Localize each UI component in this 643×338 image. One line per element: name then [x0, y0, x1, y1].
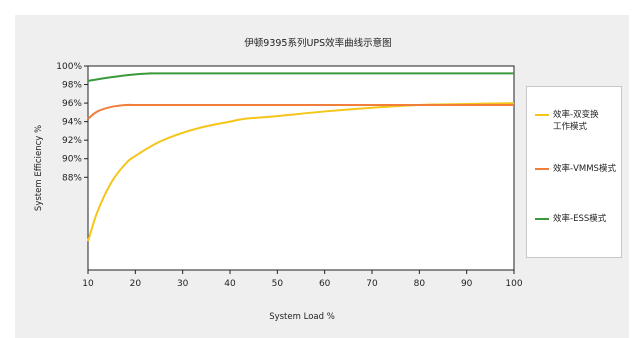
- x-tick-label: 10: [82, 279, 94, 289]
- x-tick-label: 90: [461, 279, 473, 289]
- legend: 效率-双变换 工作模式效率-VMMS模式 效率-ESS模式: [526, 86, 622, 258]
- y-tick-label: 94%: [62, 118, 82, 128]
- series-line-3: [87, 72, 514, 82]
- y-tick-label: 98%: [62, 81, 82, 91]
- y-tick-label: 88%: [62, 173, 82, 183]
- y-tick-label: 96%: [62, 99, 82, 109]
- chart-title: 伊顿9395系列UPS效率曲线示意图: [244, 37, 391, 49]
- y-tick-label: 100%: [56, 62, 82, 72]
- x-tick-label: 80: [414, 279, 426, 289]
- y-tick-label: 92%: [62, 136, 82, 146]
- legend-item: 效率-双变换 工作模式: [535, 109, 619, 133]
- x-tick-label: 60: [319, 279, 331, 289]
- y-tick-label: 90%: [62, 155, 82, 165]
- legend-swatch: [535, 114, 549, 116]
- x-axis-label: System Load %: [269, 312, 335, 322]
- x-tick-label: 50: [272, 279, 284, 289]
- legend-item: 效率-VMMS模式: [535, 163, 619, 175]
- legend-label: 效率-ESS模式: [553, 214, 607, 224]
- x-tick-label: 40: [224, 279, 236, 289]
- legend-item: 效率-ESS模式: [535, 213, 619, 225]
- legend-label: 效率-VMMS模式: [553, 164, 616, 174]
- x-tick-label: 30: [177, 279, 189, 289]
- series-line-2: [87, 103, 514, 120]
- legend-swatch: [535, 168, 549, 170]
- x-tick-label: 100: [505, 279, 522, 289]
- y-axis-label: System Efficiency %: [34, 125, 44, 211]
- legend-label: 效率-双变换 工作模式: [553, 110, 599, 132]
- x-tick-label: 20: [130, 279, 142, 289]
- legend-swatch: [535, 218, 549, 220]
- series-line-1: [87, 102, 515, 242]
- x-tick-label: 70: [366, 279, 378, 289]
- plot-area: [87, 65, 515, 271]
